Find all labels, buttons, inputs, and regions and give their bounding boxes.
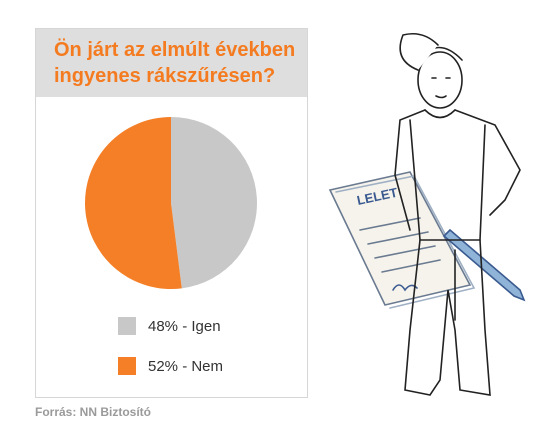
pie-slice <box>85 117 182 289</box>
pie-slice <box>171 117 258 289</box>
chart-card: Ön járt az elmúlt években ingyenes ráksz… <box>35 28 308 398</box>
chart-title: Ön járt az elmúlt években ingyenes ráksz… <box>54 39 296 87</box>
legend-swatch <box>118 357 136 375</box>
legend-label: 52% - Nem <box>148 358 223 375</box>
legend-swatch <box>118 317 136 335</box>
legend-label: 48% - Igen <box>148 318 221 335</box>
illustration: LELET <box>328 32 526 396</box>
title-band: Ön járt az elmúlt években ingyenes ráksz… <box>36 29 307 97</box>
source: Forrás: NN Biztosító <box>35 405 152 419</box>
